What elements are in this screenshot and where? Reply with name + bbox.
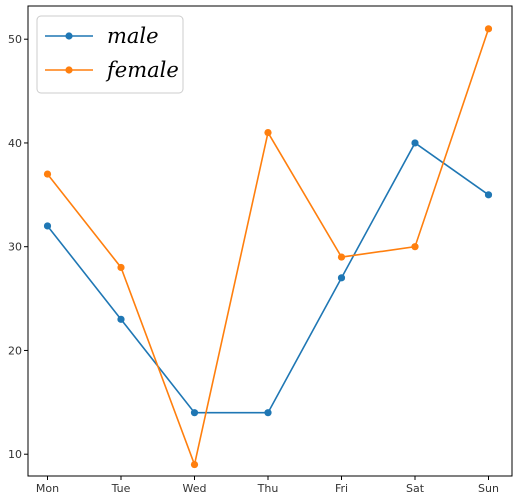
x-tick-label: Sat [406, 482, 425, 495]
y-tick-label: 10 [8, 448, 22, 461]
data-point-female [411, 243, 419, 251]
data-point-female [43, 170, 52, 178]
legend-marker-female [65, 66, 73, 74]
data-point-female [337, 253, 346, 261]
y-axis: 10 20 30 40 50 [8, 33, 28, 461]
x-tick-label: Thu [257, 482, 279, 495]
data-point-male [264, 409, 272, 417]
legend-label-male: male [107, 24, 159, 48]
y-tick-label: 40 [8, 137, 22, 150]
x-tick-label: Mon [36, 482, 59, 495]
data-point-female [190, 460, 199, 469]
x-tick-label: Wed [183, 482, 207, 495]
data-point-male [43, 222, 52, 230]
data-point-male [190, 409, 199, 417]
data-point-male [411, 139, 419, 147]
x-tick-label: Tue [111, 482, 131, 495]
data-point-male [337, 274, 346, 282]
y-tick-label: 50 [8, 33, 22, 46]
legend-marker-male [65, 32, 73, 40]
x-tick-label: Sun [478, 482, 499, 495]
data-point-female [117, 263, 125, 272]
data-point-male [484, 191, 493, 199]
series-layer [43, 25, 493, 469]
legend: male female [36, 15, 184, 94]
x-tick-label: Fri [335, 482, 348, 495]
data-point-male [117, 315, 125, 323]
x-axis: Mon Tue Wed Thu Fri Sat Sun [36, 476, 499, 495]
y-tick-label: 30 [8, 241, 22, 254]
y-tick-label: 20 [8, 344, 22, 357]
data-point-female [484, 25, 493, 33]
data-point-female [264, 128, 272, 137]
legend-label-female: female [105, 58, 179, 82]
